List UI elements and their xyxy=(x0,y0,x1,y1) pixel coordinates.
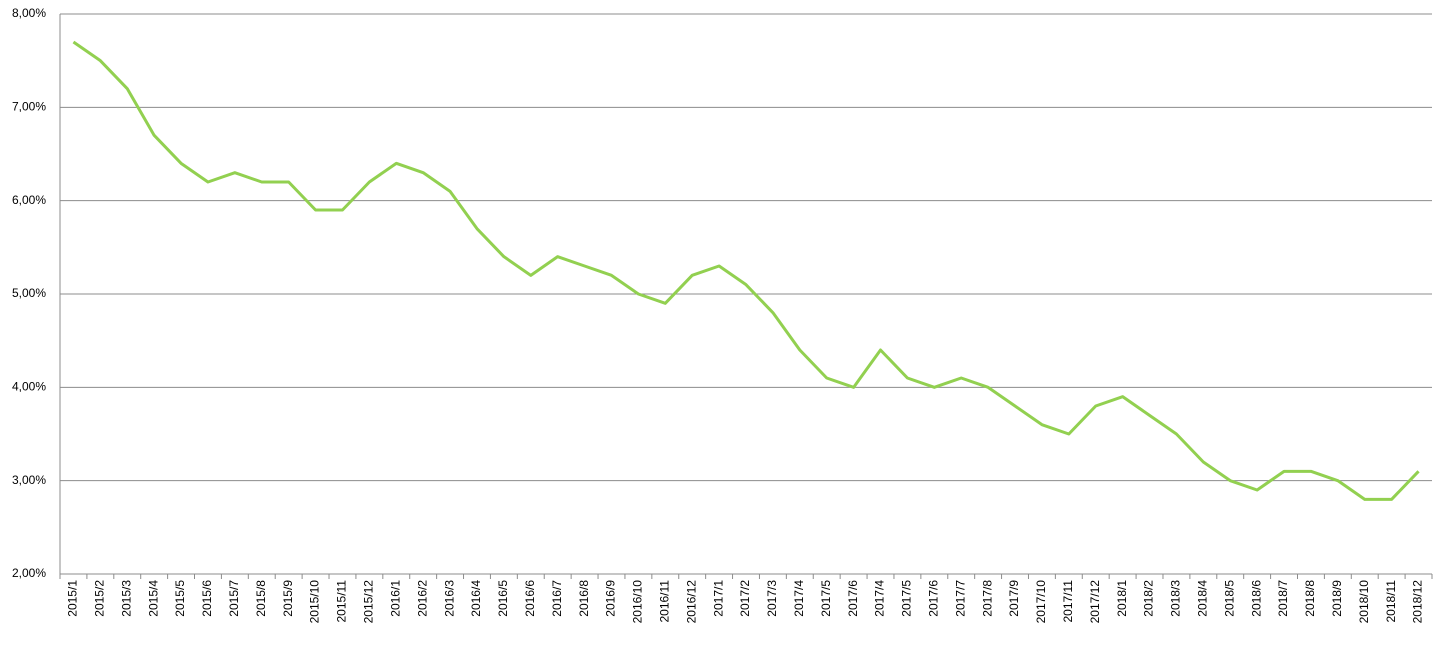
x-tick-label: 2018/4 xyxy=(1196,580,1210,617)
x-tick-label: 2017/6 xyxy=(846,580,860,617)
x-tick-label: 2017/3 xyxy=(765,580,779,617)
x-tick-label: 2016/1 xyxy=(388,580,402,617)
x-tick-label: 2017/4 xyxy=(873,580,887,617)
x-tick-label: 2015/8 xyxy=(254,580,268,617)
x-tick-label: 2015/6 xyxy=(200,580,214,617)
x-tick-label: 2016/7 xyxy=(550,580,564,617)
y-tick-label: 3,00% xyxy=(12,473,46,487)
x-tick-label: 2017/5 xyxy=(819,580,833,617)
x-tick-label: 2017/8 xyxy=(980,580,994,617)
x-tick-label: 2015/7 xyxy=(227,580,241,617)
x-tick-label: 2016/8 xyxy=(577,580,591,617)
y-tick-label: 6,00% xyxy=(12,193,46,207)
x-tick-label: 2018/1 xyxy=(1115,580,1129,617)
data-line xyxy=(72,40,1420,501)
x-tick-label: 2015/2 xyxy=(93,580,107,617)
x-tick-label: 2017/1 xyxy=(711,580,725,617)
y-tick-label: 2,00% xyxy=(12,566,46,580)
x-tick-label: 2017/5 xyxy=(900,580,914,617)
x-tick-label: 2016/6 xyxy=(523,580,537,617)
x-tick-label: 2015/3 xyxy=(119,580,133,617)
x-tick-label: 2017/10 xyxy=(1034,580,1048,624)
x-tick-label: 2015/11 xyxy=(335,580,349,623)
x-tick-label: 2017/4 xyxy=(792,580,806,617)
x-tick-label: 2015/4 xyxy=(146,580,160,617)
x-tick-label: 2017/11 xyxy=(1061,580,1075,623)
x-tick-label: 2017/6 xyxy=(926,580,940,617)
x-tick-label: 2016/12 xyxy=(684,580,698,624)
x-tick-label: 2018/10 xyxy=(1357,580,1371,624)
x-tick-label: 2017/12 xyxy=(1088,580,1102,624)
x-tick-label: 2018/9 xyxy=(1330,580,1344,617)
x-tick-label: 2016/9 xyxy=(604,580,618,617)
x-tick-label: 2016/2 xyxy=(415,580,429,617)
x-tick-label: 2017/7 xyxy=(953,580,967,617)
x-tick-label: 2015/5 xyxy=(173,580,187,617)
x-tick-label: 2016/4 xyxy=(469,580,483,617)
x-tick-label: 2017/9 xyxy=(1007,580,1021,617)
x-tick-label: 2015/12 xyxy=(362,580,376,624)
x-tick-label: 2018/2 xyxy=(1142,580,1156,617)
x-tick-label: 2015/1 xyxy=(66,580,80,617)
x-tick-label: 2016/11 xyxy=(657,580,671,623)
x-tick-label: 2018/7 xyxy=(1276,580,1290,617)
y-tick-label: 5,00% xyxy=(12,286,46,300)
x-tick-label: 2018/5 xyxy=(1222,580,1236,617)
x-tick-label: 2016/3 xyxy=(442,580,456,617)
x-tick-label: 2016/10 xyxy=(631,580,645,624)
x-tick-label: 2018/12 xyxy=(1411,580,1425,624)
y-tick-label: 7,00% xyxy=(12,100,46,114)
x-tick-label: 2018/3 xyxy=(1169,580,1183,617)
x-tick-label: 2016/5 xyxy=(496,580,510,617)
y-tick-label: 4,00% xyxy=(12,380,46,394)
x-tick-label: 2015/10 xyxy=(308,580,322,624)
y-tick-label: 8,00% xyxy=(12,6,46,20)
x-tick-label: 2015/9 xyxy=(281,580,295,617)
x-tick-label: 2018/8 xyxy=(1303,580,1317,617)
x-tick-label: 2018/11 xyxy=(1384,580,1398,623)
x-tick-label: 2018/6 xyxy=(1249,580,1263,617)
x-tick-label: 2017/2 xyxy=(738,580,752,617)
